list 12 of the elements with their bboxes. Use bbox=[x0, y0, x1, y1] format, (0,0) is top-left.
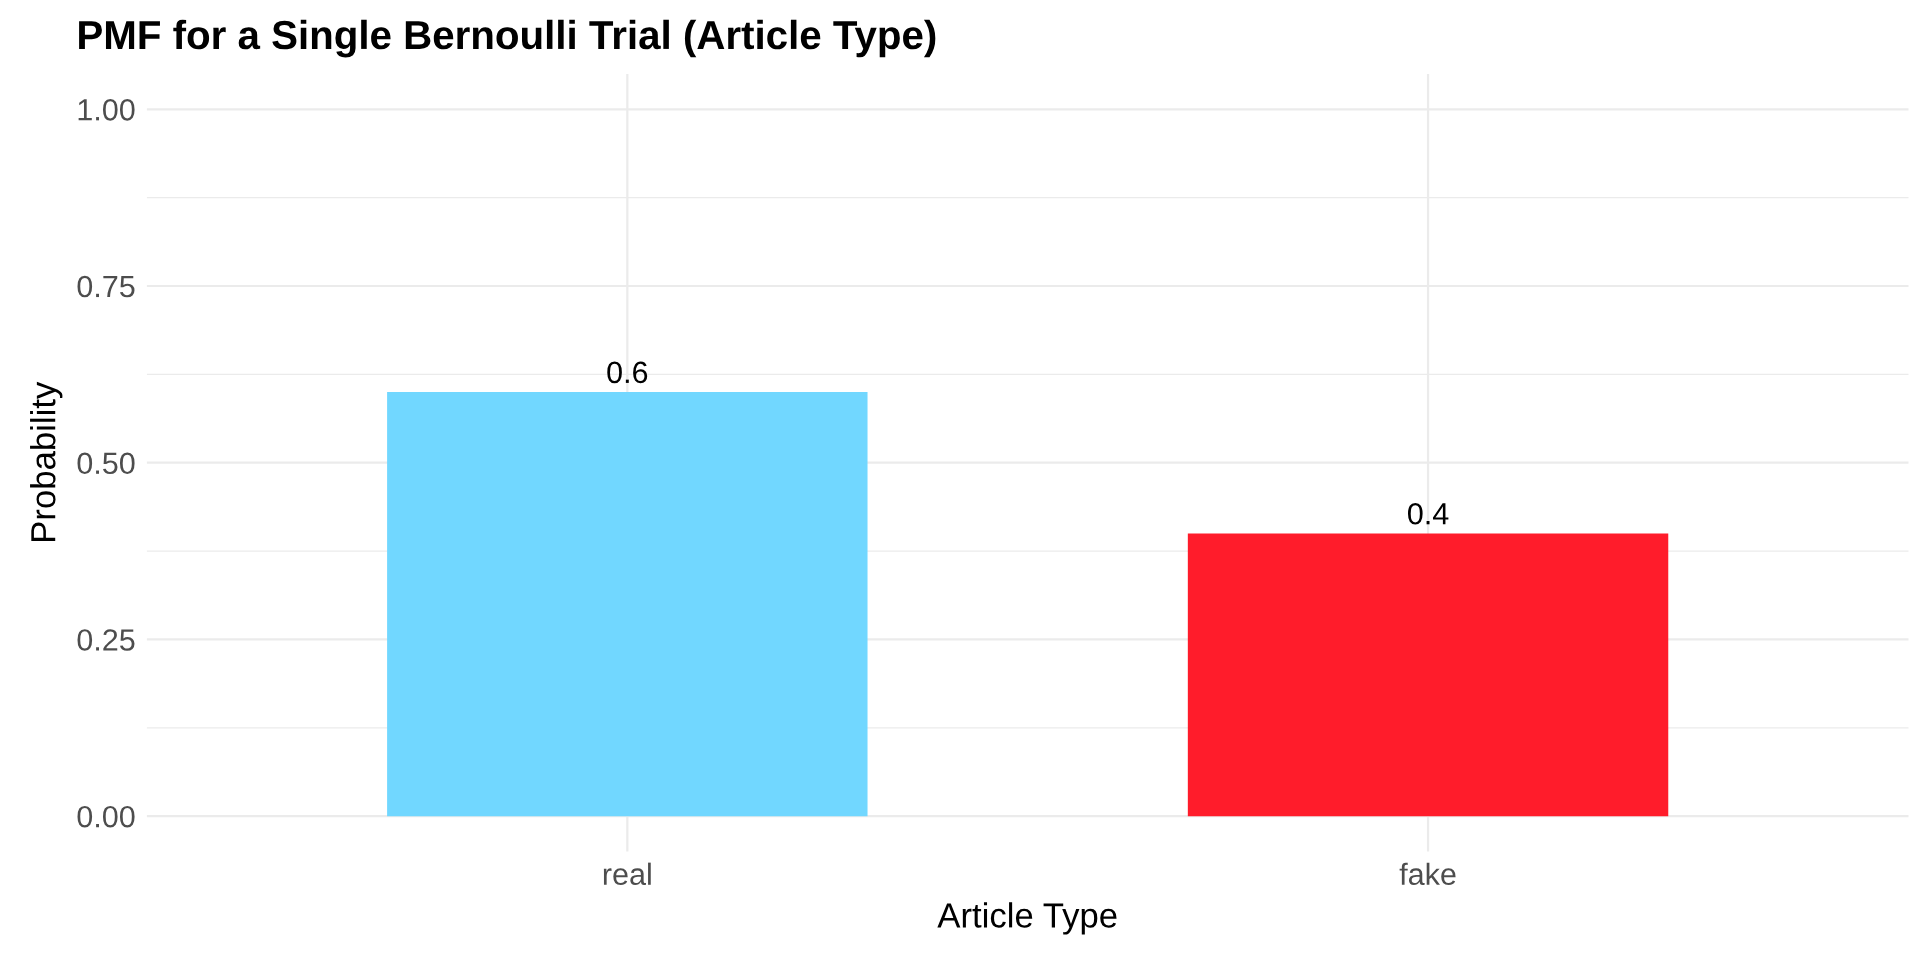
x-axis-title: Article Type bbox=[937, 902, 1117, 935]
y-axis-title: Probability bbox=[30, 381, 63, 541]
y-tick-label: 1.00 bbox=[78, 99, 135, 121]
data-label: 0.6 bbox=[607, 361, 648, 384]
y-tick-label: 0.75 bbox=[77, 275, 135, 298]
x-tick-label: fake bbox=[1399, 862, 1456, 886]
x-tick-label: real bbox=[603, 862, 651, 886]
y-tick-label: 0.50 bbox=[77, 452, 135, 475]
data-label: 0.4 bbox=[1408, 502, 1449, 525]
y-tick-label: 0.25 bbox=[77, 629, 135, 651]
y-tick-label: 0.00 bbox=[77, 805, 135, 828]
chart-title: PMF for a Single Bernoulli Trial (Article Type) bbox=[79, 19, 936, 58]
